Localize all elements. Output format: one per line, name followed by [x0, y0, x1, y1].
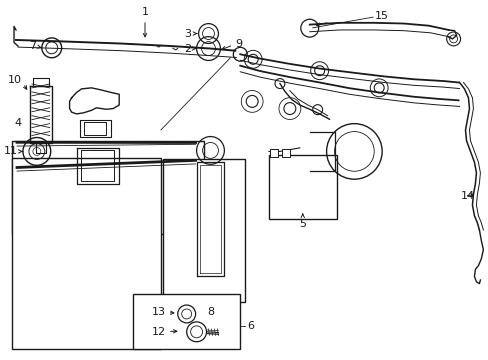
- Text: 9: 9: [235, 39, 242, 49]
- Text: 13: 13: [152, 307, 165, 317]
- Text: 8: 8: [206, 307, 214, 317]
- Text: 12: 12: [151, 327, 165, 337]
- Bar: [163, 159, 244, 302]
- Text: 3: 3: [184, 28, 191, 39]
- Text: 11: 11: [4, 147, 18, 157]
- Text: 15: 15: [374, 12, 388, 21]
- Text: 7: 7: [29, 41, 36, 51]
- Text: 10: 10: [8, 75, 22, 85]
- Text: 6: 6: [247, 321, 254, 332]
- Text: 1: 1: [141, 8, 148, 18]
- Bar: [133, 294, 240, 349]
- Text: 2: 2: [184, 44, 191, 54]
- Text: 14: 14: [460, 191, 474, 201]
- Bar: [268, 155, 336, 219]
- Bar: [12, 158, 161, 349]
- Text: 5: 5: [299, 219, 305, 229]
- Text: 4: 4: [14, 118, 21, 128]
- Bar: [12, 141, 203, 234]
- Bar: [282, 149, 289, 157]
- Bar: [269, 149, 277, 157]
